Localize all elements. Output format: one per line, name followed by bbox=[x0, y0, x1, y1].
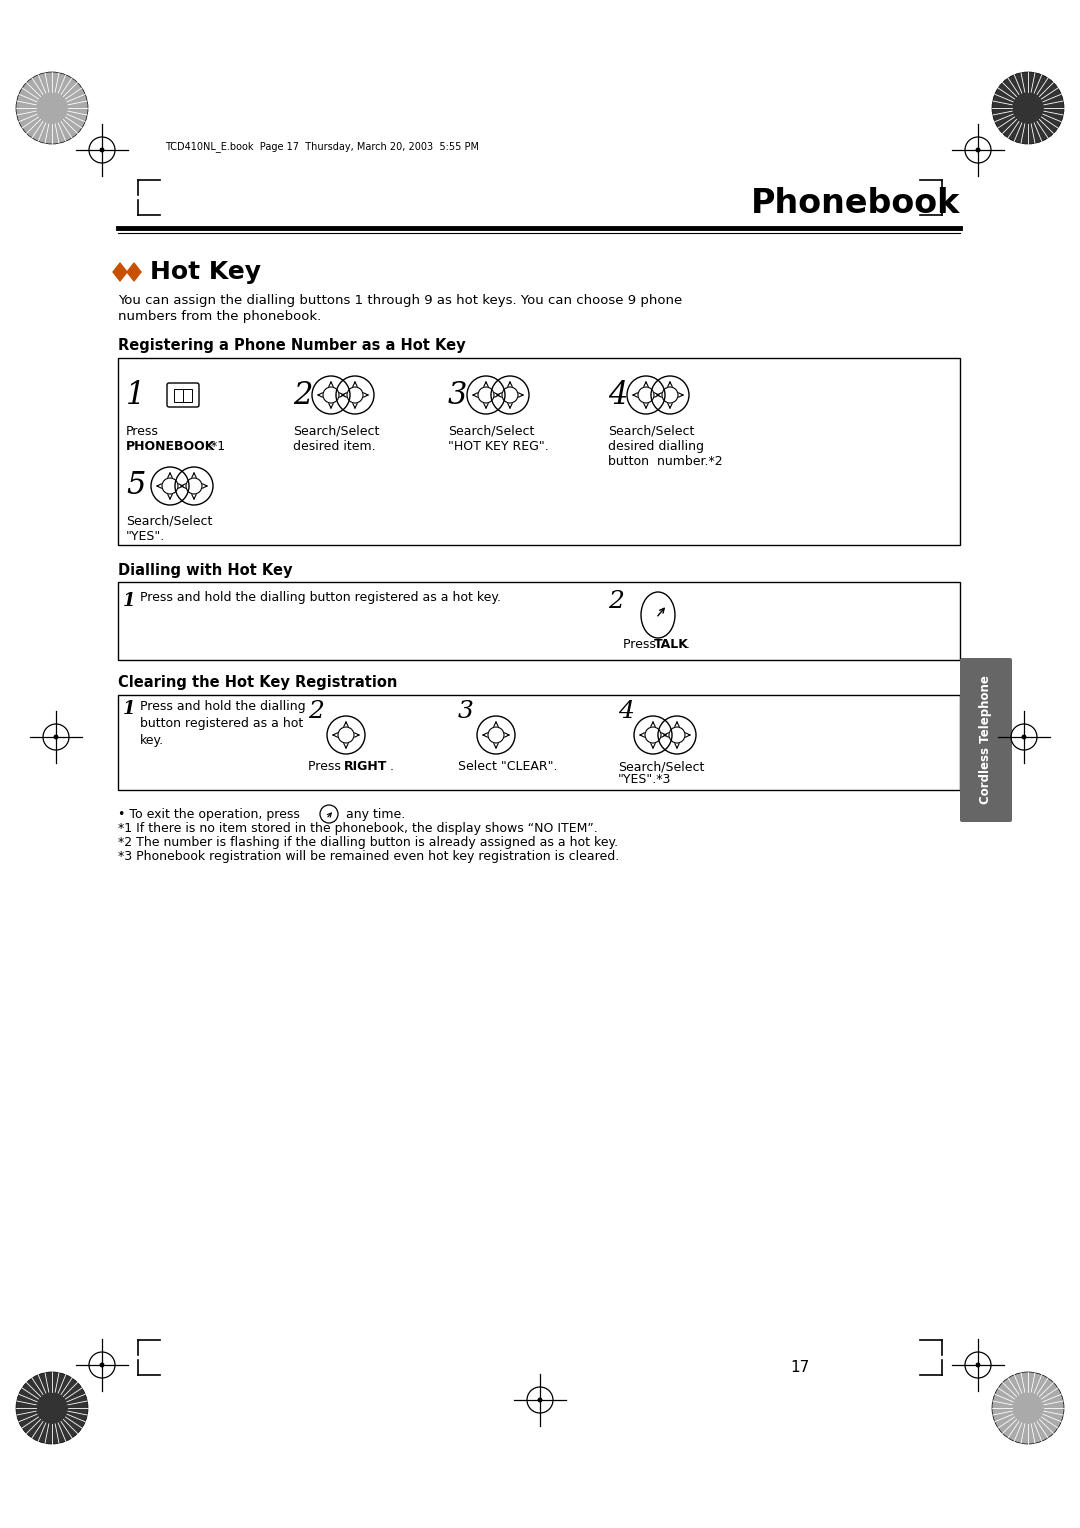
Text: PHONEBOOK: PHONEBOOK bbox=[126, 440, 215, 452]
Text: 3: 3 bbox=[448, 380, 468, 411]
Text: • To exit the operation, press: • To exit the operation, press bbox=[118, 808, 300, 821]
Text: desired item.: desired item. bbox=[293, 440, 376, 452]
Text: Hot Key: Hot Key bbox=[150, 260, 261, 284]
Text: "YES".*3: "YES".*3 bbox=[618, 773, 672, 785]
Text: RIGHT: RIGHT bbox=[345, 759, 388, 773]
Circle shape bbox=[16, 72, 87, 144]
FancyBboxPatch shape bbox=[118, 695, 960, 790]
Text: .: . bbox=[686, 639, 690, 651]
Text: Cordless Telephone: Cordless Telephone bbox=[980, 675, 993, 804]
Text: Search/Select: Search/Select bbox=[126, 515, 213, 529]
Text: Dialling with Hot Key: Dialling with Hot Key bbox=[118, 562, 293, 578]
FancyBboxPatch shape bbox=[118, 582, 960, 660]
Text: Press: Press bbox=[623, 639, 660, 651]
FancyBboxPatch shape bbox=[960, 659, 1012, 822]
Text: Press: Press bbox=[308, 759, 345, 773]
Circle shape bbox=[99, 148, 105, 153]
Text: "HOT KEY REG".: "HOT KEY REG". bbox=[448, 440, 549, 452]
Text: 3: 3 bbox=[458, 700, 474, 723]
Text: Search/Select: Search/Select bbox=[293, 425, 379, 439]
Polygon shape bbox=[113, 263, 127, 281]
Text: Phonebook: Phonebook bbox=[751, 186, 960, 220]
Text: 17: 17 bbox=[791, 1360, 810, 1375]
Text: Press and hold the dialling
button registered as a hot
key.: Press and hold the dialling button regis… bbox=[140, 700, 306, 747]
Text: *3 Phonebook registration will be remained even hot key registration is cleared.: *3 Phonebook registration will be remain… bbox=[118, 850, 619, 863]
Circle shape bbox=[16, 1372, 87, 1444]
Text: 2: 2 bbox=[608, 590, 624, 613]
Text: Press: Press bbox=[126, 425, 159, 439]
Text: desired dialling: desired dialling bbox=[608, 440, 704, 452]
Circle shape bbox=[975, 148, 981, 153]
Text: button  number.*2: button number.*2 bbox=[608, 455, 723, 468]
Text: numbers from the phonebook.: numbers from the phonebook. bbox=[118, 310, 321, 322]
Text: 2: 2 bbox=[308, 700, 324, 723]
Text: 4: 4 bbox=[618, 700, 634, 723]
Text: .*1: .*1 bbox=[208, 440, 226, 452]
Circle shape bbox=[54, 735, 58, 740]
FancyBboxPatch shape bbox=[174, 388, 192, 402]
Text: Search/Select: Search/Select bbox=[608, 425, 694, 439]
Text: You can assign the dialling buttons 1 through 9 as hot keys. You can choose 9 ph: You can assign the dialling buttons 1 th… bbox=[118, 293, 683, 307]
Text: Clearing the Hot Key Registration: Clearing the Hot Key Registration bbox=[118, 675, 397, 691]
Text: Registering a Phone Number as a Hot Key: Registering a Phone Number as a Hot Key bbox=[118, 338, 465, 353]
Circle shape bbox=[1022, 735, 1026, 740]
FancyBboxPatch shape bbox=[167, 384, 199, 406]
Text: .: . bbox=[390, 759, 394, 773]
Text: Press and hold the dialling button registered as a hot key.: Press and hold the dialling button regis… bbox=[140, 591, 501, 604]
Text: 2: 2 bbox=[293, 380, 312, 411]
Text: any time.: any time. bbox=[342, 808, 405, 821]
FancyBboxPatch shape bbox=[118, 358, 960, 545]
Text: Search/Select: Search/Select bbox=[448, 425, 535, 439]
Circle shape bbox=[538, 1398, 542, 1403]
Circle shape bbox=[99, 1363, 105, 1368]
Text: Search/Select: Search/Select bbox=[618, 759, 704, 773]
Text: 5: 5 bbox=[126, 471, 146, 501]
Text: Select "CLEAR".: Select "CLEAR". bbox=[458, 759, 557, 773]
Text: TCD410NL_E.book  Page 17  Thursday, March 20, 2003  5:55 PM: TCD410NL_E.book Page 17 Thursday, March … bbox=[165, 142, 480, 153]
Circle shape bbox=[993, 1372, 1064, 1444]
Text: 4: 4 bbox=[608, 380, 627, 411]
Text: 1: 1 bbox=[123, 591, 135, 610]
Circle shape bbox=[993, 72, 1064, 144]
Text: 1: 1 bbox=[123, 700, 135, 718]
Text: *1 If there is no item stored in the phonebook, the display shows “NO ITEM”.: *1 If there is no item stored in the pho… bbox=[118, 822, 597, 834]
Text: 1: 1 bbox=[126, 380, 146, 411]
Circle shape bbox=[975, 1363, 981, 1368]
Text: "YES".: "YES". bbox=[126, 530, 165, 542]
Text: TALK: TALK bbox=[654, 639, 689, 651]
Polygon shape bbox=[127, 263, 141, 281]
Text: *2 The number is flashing if the dialling button is already assigned as a hot ke: *2 The number is flashing if the diallin… bbox=[118, 836, 618, 850]
